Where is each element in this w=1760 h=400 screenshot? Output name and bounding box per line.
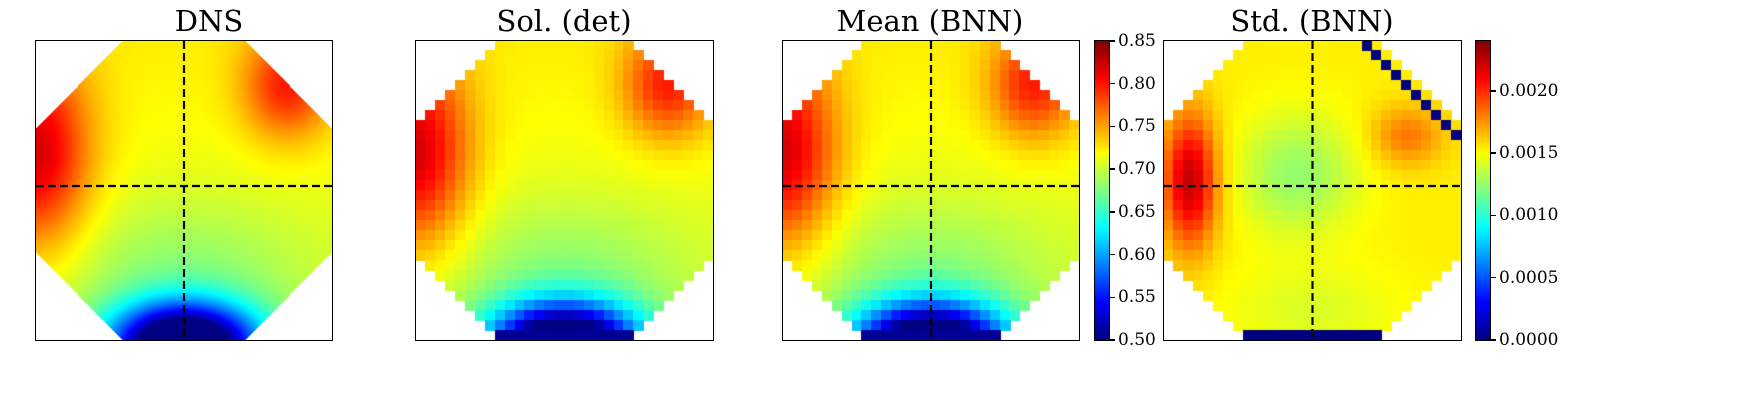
mean-bnn-colorbar-tick-label: 0.85: [1118, 31, 1156, 51]
sol-det-title: Sol. (det): [496, 4, 632, 38]
std-bnn-colorbar-tick-label: 0.0005: [1499, 267, 1559, 288]
mean-bnn-colorbar-tick-label: 0.65: [1118, 201, 1156, 222]
mean-bnn-colorbar-tick-label: 0.75: [1118, 116, 1156, 137]
dns-heatmap: [35, 40, 333, 341]
mean-bnn-colorbar-tick-label: 0.60: [1118, 244, 1156, 265]
sol-det-heatmap-image: [416, 41, 713, 340]
mean-bnn-colorbar-tick-label: 0.70: [1118, 159, 1156, 180]
sol-det-crosshair: [416, 41, 716, 191]
std-bnn-colorbar-tick-label: 0.0015: [1499, 143, 1559, 164]
std-bnn-colorbar-tick-label: 0.0000: [1499, 330, 1559, 350]
mean-bnn-colorbar-tick-label: 0.80: [1118, 73, 1156, 94]
dns-title: DNS: [174, 4, 244, 38]
mean-bnn-colorbar-gradient: [1095, 41, 1109, 340]
mean-bnn-crosshair: [783, 41, 1079, 340]
dns-crosshair: [36, 41, 332, 340]
std-bnn-colorbar-tick-label: 0.0010: [1499, 205, 1559, 226]
std-bnn-colorbar: 0.0000 0.0005 0.0010 0.0015 0.0020: [1475, 40, 1558, 350]
std-bnn-heatmap: [1163, 40, 1462, 341]
std-bnn-crosshair: [1164, 41, 1461, 340]
mean-bnn-colorbar-tick-label: 0.50: [1118, 330, 1156, 350]
mean-bnn-colorbar-tick-label: 0.55: [1118, 287, 1156, 308]
std-bnn-colorbar-tick-label: 0.0020: [1499, 80, 1559, 101]
std-bnn-title: Std. (BNN): [1230, 4, 1394, 38]
sol-det-heatmap: [415, 40, 714, 341]
mean-bnn-title: Mean (BNN): [836, 4, 1024, 38]
mean-bnn-colorbar: 0.50 0.55 0.60 0.65 0.70 0.75 0.80 0.85: [1094, 31, 1156, 350]
mean-bnn-heatmap: [782, 40, 1080, 341]
std-bnn-colorbar-gradient: [1476, 41, 1490, 340]
